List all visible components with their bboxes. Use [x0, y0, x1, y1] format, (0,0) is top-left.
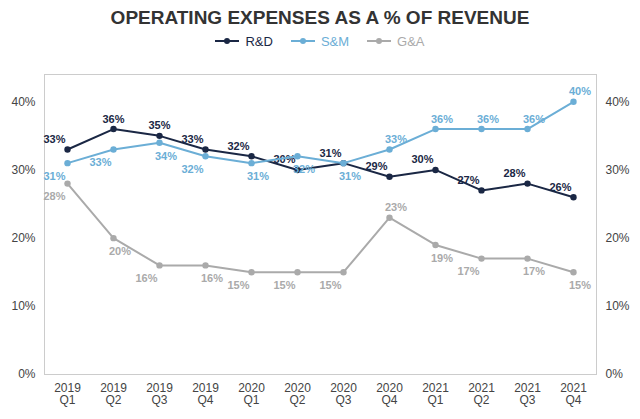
svg-text:36%: 36%: [477, 113, 499, 125]
svg-text:33%: 33%: [385, 133, 407, 145]
svg-text:2019Q4: 2019Q4: [192, 381, 219, 407]
svg-text:2020Q2: 2020Q2: [284, 381, 311, 407]
svg-text:2019Q1: 2019Q1: [54, 381, 81, 407]
svg-text:33%: 33%: [89, 156, 111, 168]
svg-text:2021Q1: 2021Q1: [422, 381, 449, 407]
svg-text:19%: 19%: [431, 252, 453, 264]
svg-text:15%: 15%: [319, 279, 341, 291]
svg-text:2020Q1: 2020Q1: [238, 381, 265, 407]
svg-text:10%: 10%: [606, 299, 630, 313]
svg-text:30%: 30%: [606, 163, 630, 177]
svg-text:36%: 36%: [102, 113, 124, 125]
svg-text:28%: 28%: [43, 190, 65, 202]
svg-text:20%: 20%: [109, 245, 131, 257]
svg-text:30%: 30%: [411, 153, 433, 165]
svg-text:33%: 33%: [43, 133, 65, 145]
svg-text:40%: 40%: [606, 95, 630, 109]
svg-text:16%: 16%: [201, 272, 223, 284]
svg-text:2019Q3: 2019Q3: [146, 381, 173, 407]
svg-text:2021Q4: 2021Q4: [560, 381, 587, 407]
svg-text:32%: 32%: [227, 140, 249, 152]
svg-text:23%: 23%: [385, 201, 407, 213]
svg-text:2021Q2: 2021Q2: [468, 381, 495, 407]
svg-text:28%: 28%: [503, 167, 525, 179]
svg-text:27%: 27%: [457, 174, 479, 186]
svg-text:31%: 31%: [247, 170, 269, 182]
svg-text:20%: 20%: [606, 231, 630, 245]
svg-text:34%: 34%: [155, 150, 177, 162]
svg-text:0%: 0%: [18, 367, 36, 381]
svg-text:17%: 17%: [523, 265, 545, 277]
svg-text:16%: 16%: [135, 272, 157, 284]
svg-text:35%: 35%: [148, 119, 170, 131]
html-text:G&A: G&A: [397, 33, 425, 49]
svg-text:17%: 17%: [457, 265, 479, 277]
svg-text:31%: 31%: [43, 170, 65, 182]
svg-text:30%: 30%: [11, 163, 35, 177]
svg-text:40%: 40%: [569, 85, 591, 97]
svg-text:2021Q3: 2021Q3: [514, 381, 541, 407]
svg-text:15%: 15%: [569, 279, 591, 291]
svg-text:15%: 15%: [227, 279, 249, 291]
svg-text:40%: 40%: [11, 95, 35, 109]
svg-text:30%: 30%: [273, 153, 296, 166]
svg-text:29%: 29%: [365, 160, 387, 172]
svg-text:36%: 36%: [523, 113, 545, 125]
html-text:R&D: R&D: [245, 33, 273, 49]
svg-text:32%: 32%: [293, 163, 315, 175]
svg-text:33%: 33%: [181, 133, 203, 145]
svg-text:20%: 20%: [11, 231, 35, 245]
svg-text:32%: 32%: [181, 163, 203, 175]
svg-text:36%: 36%: [431, 113, 453, 125]
svg-text:10%: 10%: [11, 299, 35, 313]
svg-text:26%: 26%: [549, 181, 571, 193]
html-text:S&M: S&M: [320, 33, 350, 49]
svg-text:2019Q2: 2019Q2: [100, 381, 127, 407]
svg-text:2020Q4: 2020Q4: [376, 381, 403, 407]
svg-text:0%: 0%: [606, 367, 624, 381]
html-text:OPERATING EXPENSES AS A % OF R: OPERATING EXPENSES AS A % OF REVENUE: [110, 7, 530, 28]
svg-text:31%: 31%: [319, 147, 341, 159]
svg-text:15%: 15%: [273, 279, 295, 291]
svg-text:31%: 31%: [339, 170, 361, 182]
svg-text:2020Q3: 2020Q3: [330, 381, 357, 407]
